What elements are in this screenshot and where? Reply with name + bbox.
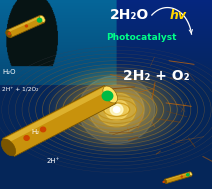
- Ellipse shape: [40, 15, 45, 22]
- Text: 2H₂O: 2H₂O: [110, 8, 149, 22]
- Circle shape: [105, 99, 128, 120]
- Polygon shape: [7, 15, 42, 33]
- Polygon shape: [3, 85, 116, 156]
- Circle shape: [78, 76, 155, 144]
- Circle shape: [89, 85, 144, 134]
- Text: Photocatalyst: Photocatalyst: [106, 33, 177, 42]
- Text: 2H₂ + O₂: 2H₂ + O₂: [123, 69, 190, 83]
- Text: hv: hv: [170, 9, 187, 22]
- Circle shape: [24, 136, 29, 140]
- Circle shape: [38, 18, 42, 22]
- Circle shape: [113, 107, 120, 112]
- Text: 2H⁺ + 1/2O₂: 2H⁺ + 1/2O₂: [2, 86, 39, 91]
- Circle shape: [25, 25, 28, 27]
- Text: 2H⁺: 2H⁺: [47, 158, 60, 164]
- Polygon shape: [165, 172, 192, 184]
- Text: H₂: H₂: [32, 129, 40, 135]
- Circle shape: [98, 93, 136, 127]
- Circle shape: [40, 127, 46, 132]
- Ellipse shape: [1, 139, 16, 156]
- Ellipse shape: [189, 172, 192, 176]
- Circle shape: [187, 174, 189, 176]
- Ellipse shape: [103, 86, 117, 103]
- Polygon shape: [6, 15, 45, 38]
- Polygon shape: [165, 172, 190, 180]
- Circle shape: [181, 176, 182, 177]
- Ellipse shape: [6, 31, 11, 37]
- Circle shape: [110, 104, 123, 115]
- Circle shape: [102, 91, 113, 101]
- Circle shape: [8, 33, 10, 35]
- Circle shape: [163, 181, 164, 182]
- Ellipse shape: [164, 180, 167, 183]
- Polygon shape: [3, 86, 108, 144]
- Text: H₂O: H₂O: [2, 69, 16, 75]
